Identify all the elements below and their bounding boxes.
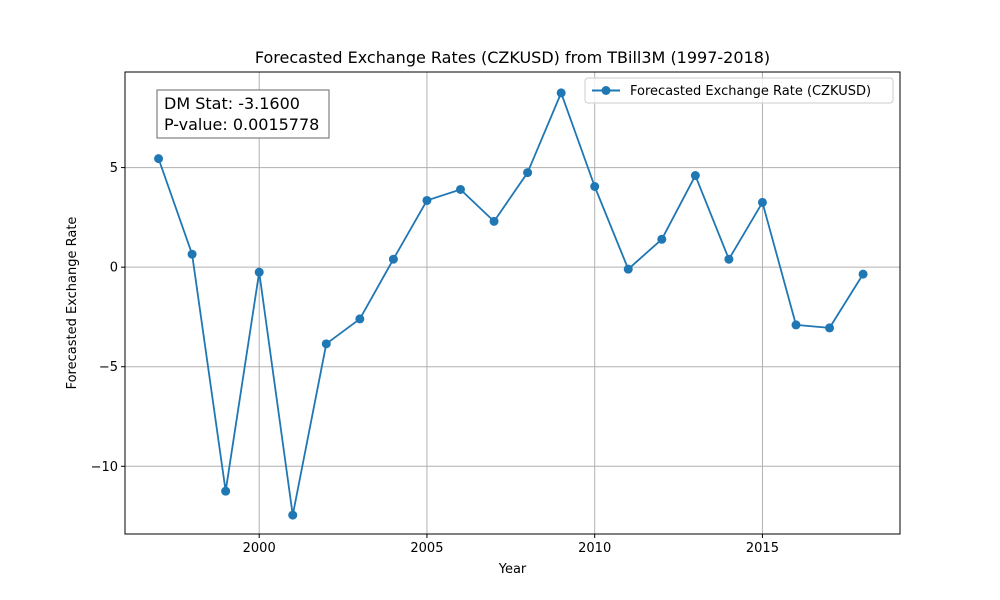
data-point: [355, 314, 365, 324]
data-point: [590, 182, 600, 192]
legend-entry-label: Forecasted Exchange Rate (CZKUSD): [630, 84, 871, 99]
data-point: [690, 171, 700, 181]
y-axis-label: Forecasted Exchange Rate: [65, 217, 80, 390]
data-point: [623, 264, 633, 274]
x-axis-label: Year: [498, 562, 527, 577]
data-point: [657, 234, 667, 244]
x-tick-label: 2010: [578, 541, 611, 556]
data-point: [489, 216, 499, 226]
y-tick-label: 0: [110, 261, 118, 276]
series-line: [157, 92, 864, 516]
data-point: [523, 168, 533, 178]
legend: Forecasted Exchange Rate (CZKUSD): [584, 77, 894, 104]
legend-marker-swatch: [601, 86, 611, 95]
x-axis-ticks: 2000 2005 2010 2015: [243, 534, 779, 556]
y-tick-label: −5: [99, 360, 118, 375]
data-point: [321, 339, 331, 349]
chart-title: Forecasted Exchange Rates (CZKUSD) from …: [255, 48, 770, 67]
data-point: [455, 184, 465, 194]
data-point: [825, 323, 835, 333]
stat-annotation-frame: [156, 89, 330, 139]
y-axis-ticks: −10 −5 0 5: [91, 161, 125, 475]
data-point: [221, 486, 231, 496]
dm-stat-text: DM Stat: -3.1600: [164, 94, 300, 113]
data-point: [187, 249, 197, 259]
y-tick-label: −10: [91, 460, 118, 475]
grid: [125, 72, 900, 534]
y-tick-label: 5: [110, 161, 118, 176]
stat-annotation-box: DM Stat: -3.1600 P-value: 0.0015778: [156, 89, 330, 139]
data-point: [757, 197, 767, 207]
data-point: [422, 195, 432, 205]
data-point: [556, 88, 566, 98]
p-value-text: P-value: 0.0015778: [164, 115, 319, 134]
data-point: [858, 269, 868, 279]
data-point: [288, 510, 298, 520]
data-point: [154, 154, 164, 164]
legend-frame: [584, 77, 894, 104]
data-point: [388, 254, 398, 264]
x-tick-label: 2015: [746, 541, 779, 556]
x-tick-label: 2000: [243, 541, 276, 556]
plot-frame: [124, 71, 901, 535]
data-point: [254, 267, 264, 277]
series-layer: [154, 88, 868, 520]
data-point: [724, 254, 734, 264]
x-tick-label: 2005: [410, 541, 443, 556]
data-point: [791, 320, 801, 330]
